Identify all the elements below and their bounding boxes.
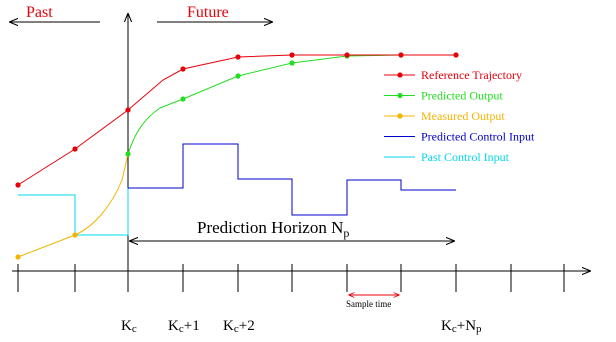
reference-point (235, 54, 241, 60)
reference-point (453, 52, 459, 58)
predicted-output-point (235, 73, 241, 79)
measured-output-point (15, 254, 21, 260)
measured-output-line (17, 153, 129, 258)
legend-item: Past Control Input (384, 150, 510, 164)
prediction-horizon-label: Prediction Horizon Np (197, 218, 349, 240)
sample-time-label: Sample time (346, 299, 391, 309)
reference-point (289, 52, 295, 58)
legend-label: Predicted Control Input (421, 130, 535, 144)
past-label: Past (26, 4, 53, 21)
tick-label-kc-plus-2: Kc+2 (223, 318, 255, 335)
legend-item: Measured Output (384, 109, 505, 123)
sample-time: Sample time (346, 295, 399, 309)
reference-point (398, 52, 404, 58)
tick-label-kc-plus-1: Kc+1 (168, 318, 200, 335)
tick-label-kc: Kc (121, 318, 137, 335)
legend: Reference Trajectory Predicted Output Meas… (384, 68, 535, 164)
reference-point (344, 52, 350, 58)
past-future-header: Past Future (10, 4, 272, 22)
legend-item: Predicted Output (384, 89, 503, 103)
reference-point (72, 146, 78, 152)
reference-trajectory-points (15, 52, 459, 188)
legend-item: Predicted Control Input (384, 130, 535, 144)
measured-output-points (15, 151, 131, 260)
prediction-horizon: Prediction Horizon Np (130, 218, 454, 241)
reference-point (15, 182, 21, 188)
future-label: Future (187, 4, 229, 21)
predicted-output-point (125, 151, 131, 157)
legend-label: Predicted Output (421, 89, 503, 103)
predicted-output-points (125, 52, 459, 157)
predicted-output-point (289, 60, 295, 66)
legend-label: Past Control Input (421, 150, 510, 164)
tick-labels: Kc Kc+1 Kc+2 Kc+Np (121, 318, 482, 335)
predicted-control-input-line (128, 143, 456, 216)
predicted-output-point (180, 96, 186, 102)
reference-trajectory-line (17, 54, 456, 186)
tick-label-kc-plus-np: Kc+Np (441, 318, 482, 335)
legend-item: Reference Trajectory (384, 68, 522, 82)
legend-swatch-dot (397, 72, 403, 78)
prediction-horizon-subscript: p (343, 226, 349, 240)
measured-output-point (72, 232, 78, 238)
legend-swatch-dot (397, 92, 403, 99)
legend-swatch-dot (397, 113, 403, 119)
legend-label: Reference Trajectory (421, 68, 522, 82)
reference-point (125, 107, 131, 113)
reference-point (180, 66, 186, 72)
legend-label: Measured Output (421, 109, 505, 123)
axis-ticks (17, 264, 565, 292)
predicted-output-line (127, 54, 456, 155)
past-control-input-line (18, 188, 129, 236)
